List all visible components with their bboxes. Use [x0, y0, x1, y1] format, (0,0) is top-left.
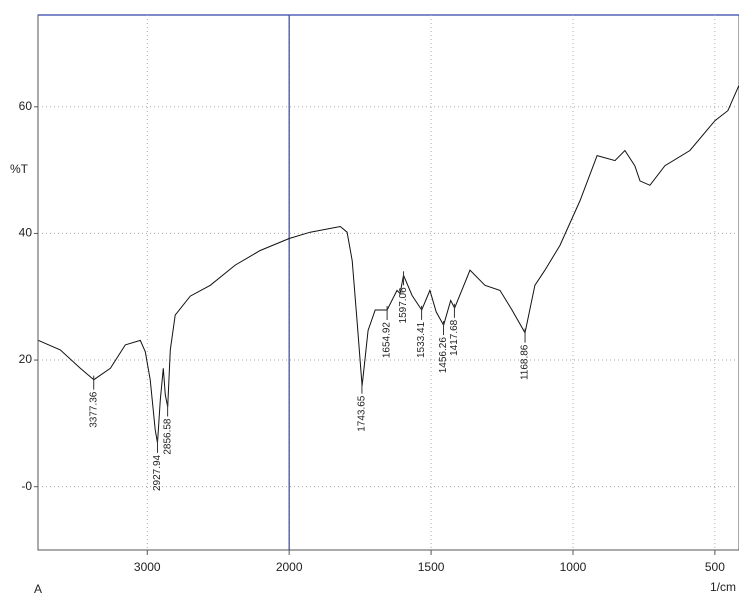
- peak-label: 2927.94: [152, 454, 163, 491]
- peak-label: 3377.36: [88, 391, 99, 428]
- x-axis-label: 1/cm: [710, 580, 736, 594]
- x-tick-label: 1000: [560, 560, 587, 574]
- x-tick-label: 2000: [276, 560, 303, 574]
- y-tick-label: 40: [19, 226, 33, 240]
- y-tick-label: 20: [19, 352, 33, 366]
- peak-label: 1168.86: [520, 344, 531, 380]
- plot-frame: [37, 14, 739, 551]
- x-tick-label: 1500: [418, 560, 445, 574]
- peak-label: 1654.92: [382, 322, 393, 359]
- peak-label: 1533.41: [416, 321, 427, 358]
- spectrum-line: [38, 85, 739, 444]
- y-tick-label: -0: [21, 479, 32, 493]
- peak-label: 1456.26: [438, 337, 449, 374]
- corner-label: A: [34, 582, 42, 596]
- peak-label: 1743.65: [357, 395, 368, 432]
- x-tick-label: 3000: [134, 560, 161, 574]
- peak-label: 1417.68: [449, 319, 460, 356]
- y-axis-label: %T: [10, 162, 29, 176]
- peak-label: 2856.58: [162, 418, 173, 455]
- x-tick-label: 500: [705, 560, 725, 574]
- y-tick-label: 60: [19, 99, 33, 113]
- peak-label: 1597.06: [398, 287, 409, 324]
